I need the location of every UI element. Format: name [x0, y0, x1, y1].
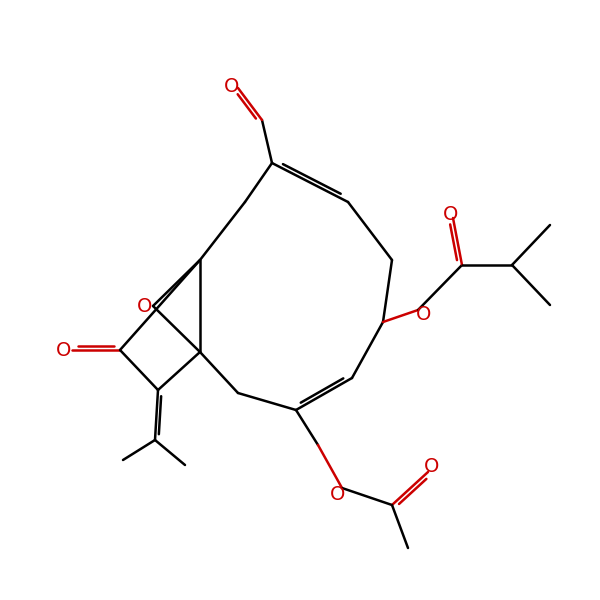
Text: O: O: [443, 205, 458, 223]
Text: O: O: [56, 340, 71, 359]
Text: O: O: [224, 76, 239, 95]
Text: O: O: [416, 304, 431, 323]
Text: O: O: [424, 457, 440, 475]
Text: O: O: [331, 485, 346, 503]
Text: O: O: [137, 296, 152, 316]
